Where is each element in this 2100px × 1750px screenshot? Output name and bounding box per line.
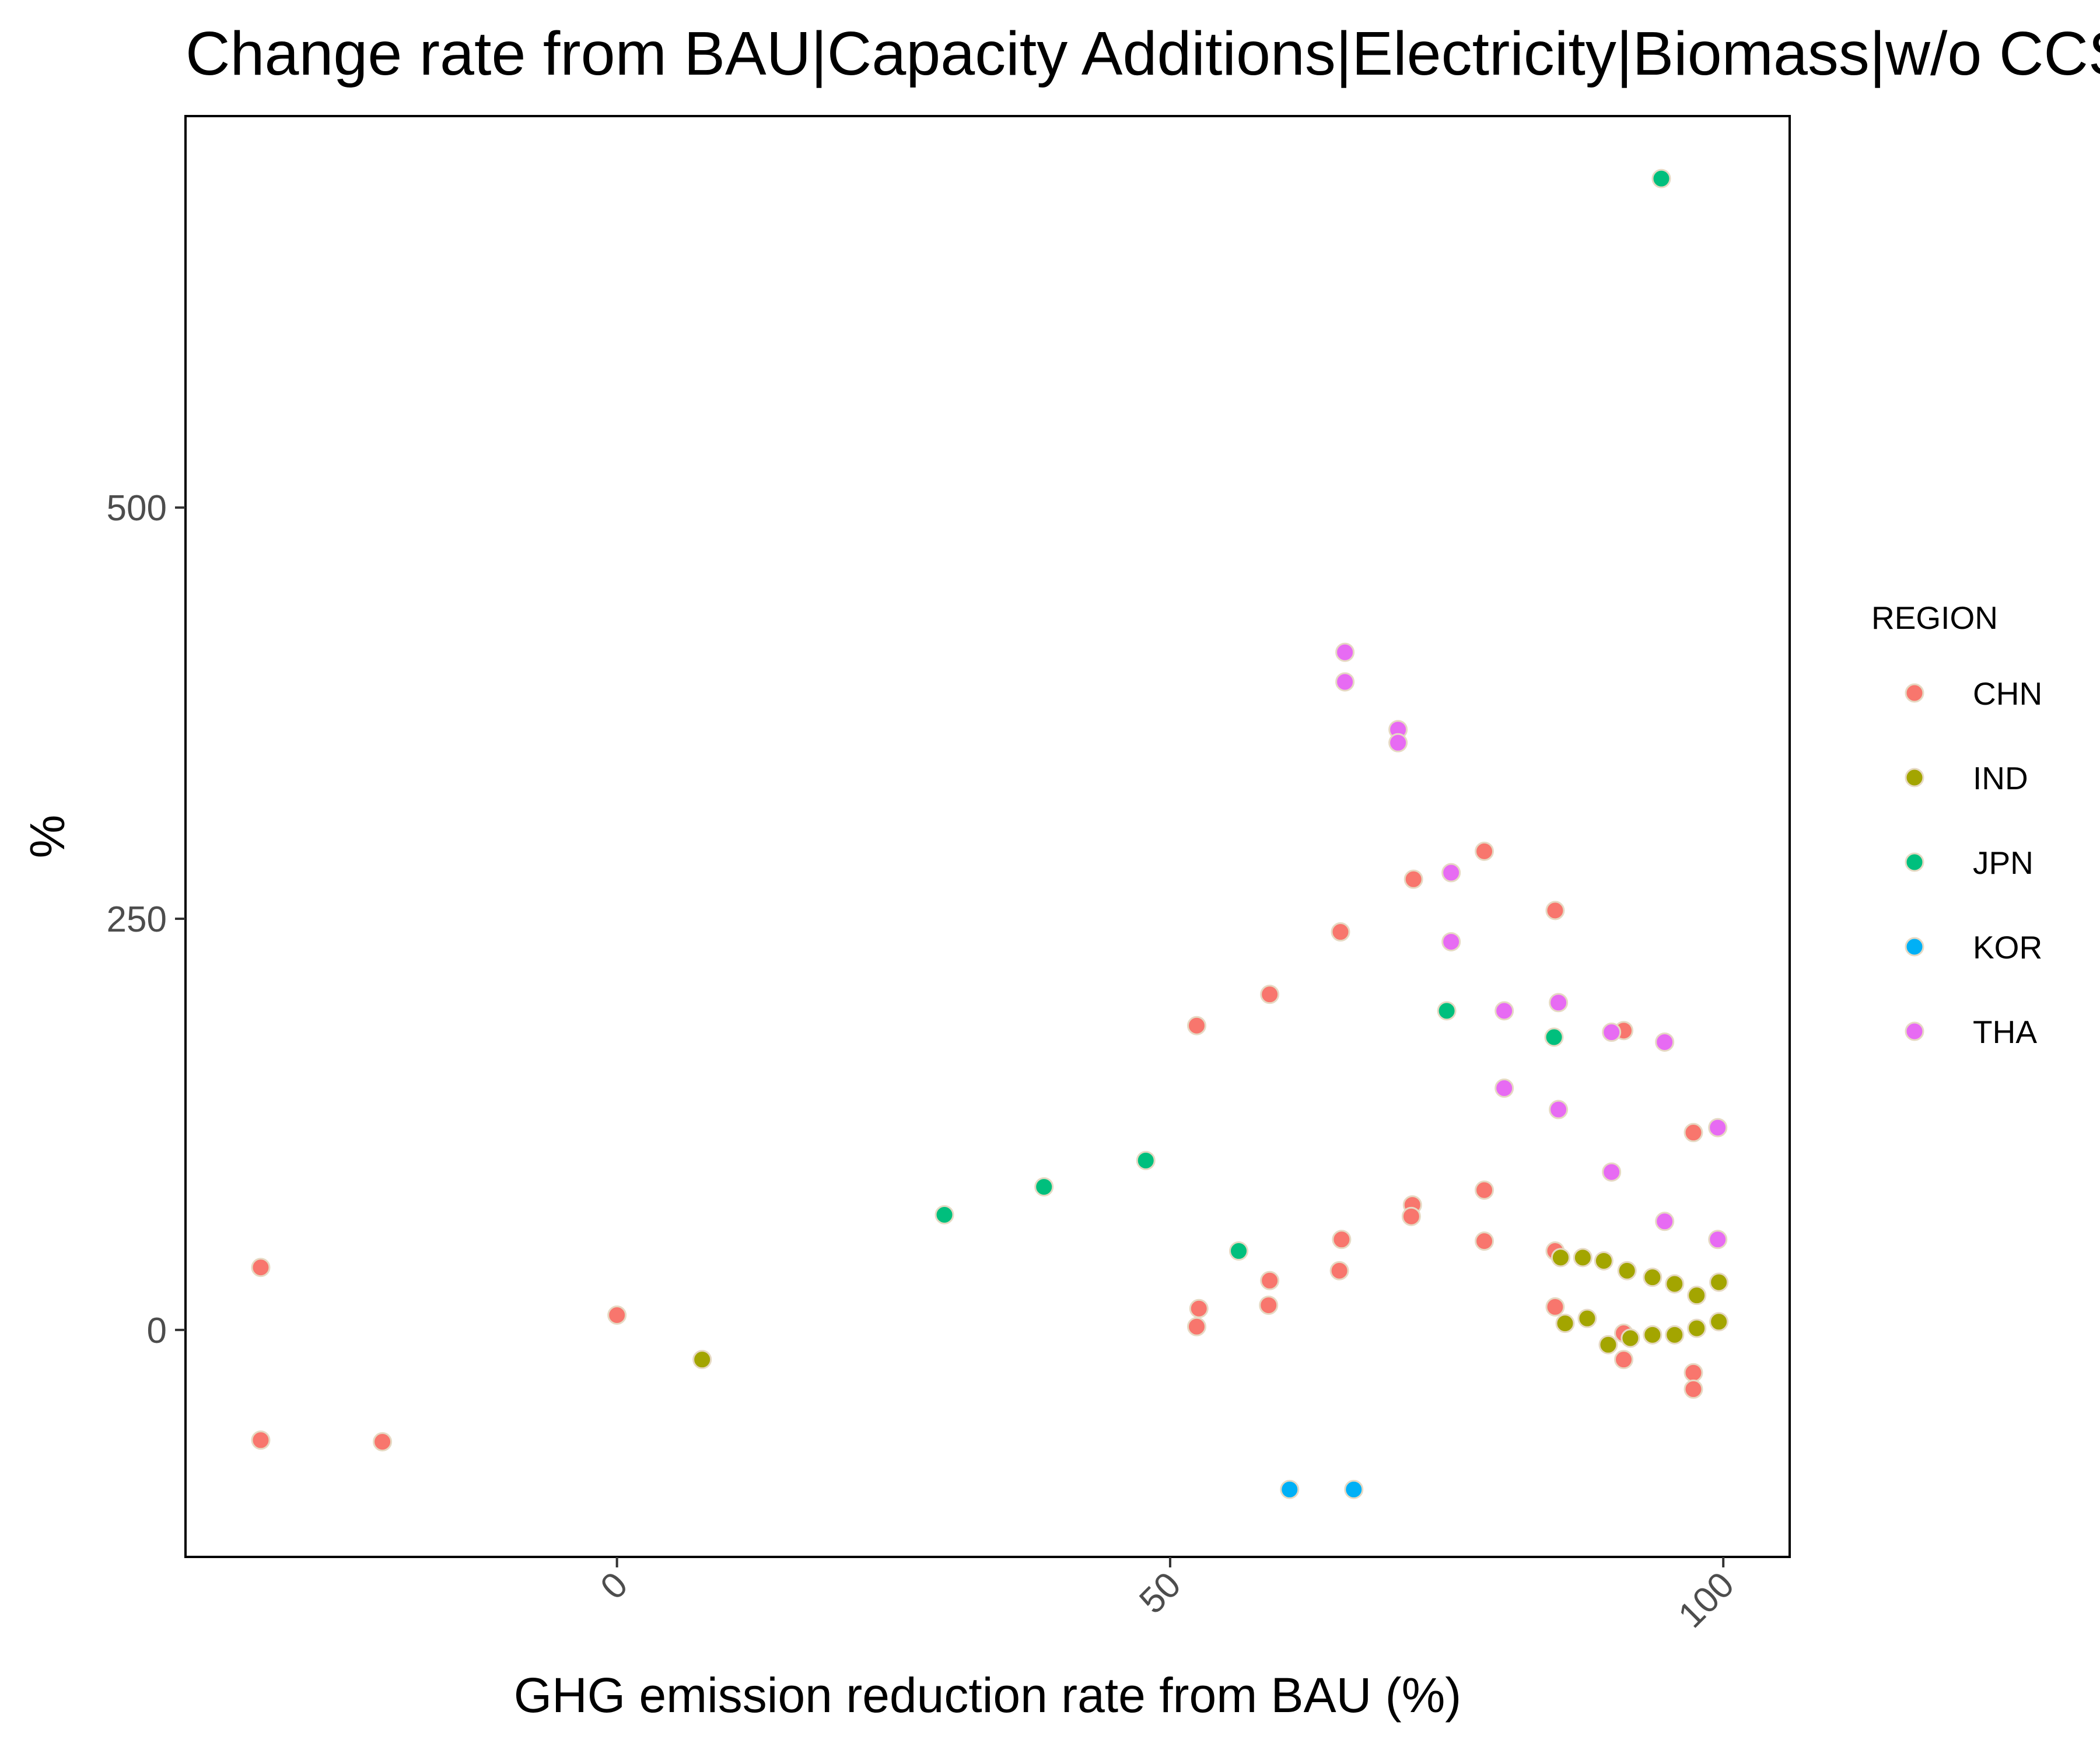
data-point-ind [1620, 1328, 1640, 1348]
data-point-chn [1329, 1261, 1349, 1280]
chart-title: Change rate from BAU|Capacity Additions|… [186, 19, 2100, 88]
data-point-tha [1388, 733, 1408, 752]
data-point-chn [1475, 841, 1494, 861]
data-point-jpn [1034, 1177, 1054, 1197]
data-point-kor [1280, 1479, 1300, 1499]
legend-label-tha: THA [1973, 1014, 2037, 1050]
y-tick-label: 250 [107, 900, 167, 940]
legend-label-jpn: JPN [1973, 845, 2034, 881]
data-point-tha [1549, 1100, 1569, 1119]
data-point-chn [1260, 1270, 1280, 1290]
data-point-chn [1475, 1180, 1494, 1200]
data-point-tha [1602, 1162, 1622, 1182]
legend-key-tha [1905, 1021, 1924, 1041]
data-point-tha [1494, 1078, 1514, 1098]
data-point-chn [1684, 1123, 1703, 1143]
data-point-ind [1709, 1312, 1729, 1332]
data-point-chn [1186, 1016, 1206, 1035]
data-point-ind [1594, 1251, 1614, 1270]
legend-label-kor: KOR [1973, 929, 2042, 965]
legend: REGION CHN IND JPN KOR THA [1871, 600, 2042, 1050]
data-point-chn [251, 1258, 271, 1278]
data-point-ind [1709, 1272, 1729, 1292]
data-point-tha [1441, 932, 1461, 951]
data-point-tha [1335, 642, 1355, 662]
data-point-ind [1687, 1286, 1707, 1306]
data-point-ind [1550, 1248, 1570, 1268]
x-tick-label: 100 [1671, 1564, 1742, 1636]
data-point-tha [1708, 1230, 1728, 1250]
y-axis: 0 250 500 [107, 488, 186, 1351]
legend-key-jpn [1905, 852, 1924, 872]
x-tick-label: 0 [593, 1564, 635, 1607]
data-point-chn [1475, 1231, 1494, 1251]
data-point-tha [1335, 672, 1355, 692]
data-point-chn [1189, 1298, 1209, 1318]
data-point-chn [1186, 1317, 1206, 1336]
data-point-jpn [1437, 1001, 1457, 1021]
y-tick-label: 0 [147, 1311, 167, 1351]
data-point-tha [1708, 1118, 1728, 1138]
data-point-tha [1655, 1032, 1675, 1052]
legend-key-kor [1905, 937, 1924, 957]
legend-key-chn [1905, 683, 1924, 703]
data-point-chn [1259, 1296, 1279, 1315]
data-point-chn [1332, 1230, 1352, 1250]
data-point-jpn [1136, 1150, 1156, 1170]
data-point-ind [1555, 1314, 1575, 1334]
data-point-tha [1602, 1023, 1622, 1042]
y-tick-label: 500 [107, 488, 167, 528]
x-axis: 0 50 100 [593, 1557, 1742, 1636]
data-point-chn [1684, 1379, 1703, 1399]
data-point-ind [1577, 1308, 1597, 1328]
data-point-chn [1684, 1363, 1703, 1382]
data-point-ind [1665, 1274, 1685, 1294]
data-point-jpn [1544, 1027, 1564, 1047]
data-point-chn [1401, 1206, 1421, 1226]
y-axis-title: % [20, 815, 75, 859]
data-point-chn [1331, 922, 1350, 942]
data-point-chn [1545, 901, 1565, 921]
data-point-chn [1404, 869, 1423, 889]
data-point-ind [1573, 1248, 1592, 1268]
data-point-ind [1643, 1268, 1662, 1287]
data-point-jpn [1229, 1241, 1249, 1261]
data-point-chn [251, 1430, 271, 1450]
data-point-chn [373, 1432, 393, 1452]
data-point-chn [1614, 1350, 1634, 1370]
data-point-kor [1344, 1479, 1364, 1499]
data-point-ind [1665, 1325, 1685, 1345]
data-point-jpn [935, 1205, 954, 1225]
data-point-ind [692, 1350, 712, 1370]
data-point-tha [1441, 863, 1461, 883]
plot-panel [184, 115, 1791, 1558]
data-point-chn [1260, 985, 1280, 1005]
legend-entries: CHN IND JPN KOR THA [1905, 676, 2042, 1050]
data-point-tha [1549, 993, 1569, 1013]
legend-label-ind: IND [1973, 760, 2028, 796]
data-point-chn [1545, 1297, 1565, 1317]
x-tick-label: 50 [1132, 1564, 1189, 1622]
data-point-ind [1617, 1261, 1637, 1280]
legend-label-chn: CHN [1973, 676, 2042, 712]
data-point-tha [1494, 1001, 1514, 1021]
data-points [251, 169, 1729, 1499]
data-point-chn [607, 1306, 627, 1325]
data-point-ind [1643, 1325, 1662, 1345]
x-axis-title: GHG emission reduction rate from BAU (%) [514, 1668, 1461, 1723]
data-point-jpn [1651, 169, 1671, 188]
data-point-ind [1598, 1335, 1618, 1354]
legend-key-ind [1905, 768, 1924, 788]
data-point-ind [1687, 1318, 1707, 1338]
legend-title: REGION [1871, 600, 1998, 636]
data-point-tha [1655, 1212, 1675, 1231]
